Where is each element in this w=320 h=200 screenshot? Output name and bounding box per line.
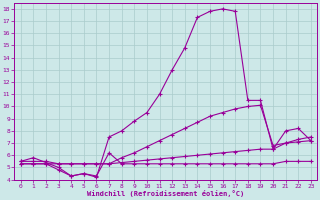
X-axis label: Windchill (Refroidissement éolien,°C): Windchill (Refroidissement éolien,°C) (87, 190, 244, 197)
